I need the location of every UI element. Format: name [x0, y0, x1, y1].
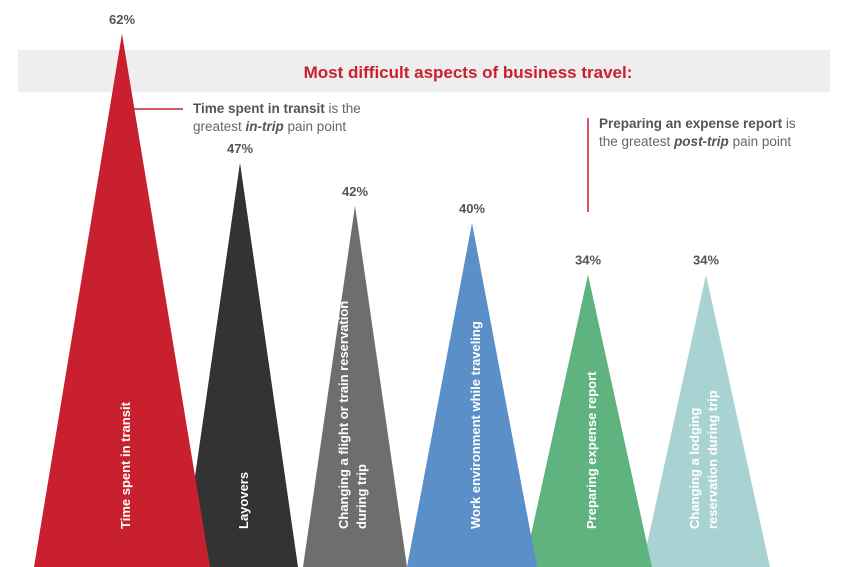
peak-1 — [182, 162, 298, 567]
category-label-5: Changing a lodging reservation during tri… — [687, 390, 720, 529]
value-label-0: 62% — [109, 12, 135, 27]
value-label-3: 40% — [459, 201, 485, 216]
category-label-3-line-0: Work environment while traveling — [468, 321, 483, 529]
category-label-5-line-0: Changing a lodging — [687, 408, 702, 529]
chart-title: Most difficult aspects of business trave… — [304, 63, 633, 82]
category-label-1-line-0: Layovers — [236, 472, 251, 529]
category-label-5-line-1: reservation during trip — [705, 390, 720, 529]
category-label-0-line-0: Time spent in transit — [118, 401, 133, 529]
value-label-2: 42% — [342, 184, 368, 199]
callout-text-0: Time spent in transit is the greatest in-… — [193, 101, 361, 134]
peak-3 — [407, 223, 537, 567]
category-label-4-line-0: Preparing expense report — [584, 371, 599, 529]
peak-0 — [34, 33, 210, 567]
peak-5 — [642, 274, 770, 567]
peak-4 — [524, 274, 652, 567]
callout-text-1: Preparing an expense report is the greate… — [599, 116, 796, 149]
value-label-5: 34% — [693, 253, 719, 268]
title-band — [18, 50, 830, 92]
category-label-4: Preparing expense report — [584, 371, 599, 529]
category-label-0: Time spent in transit — [118, 401, 133, 529]
category-label-2-line-0: Changing a flight or train reservation — [336, 301, 351, 529]
value-label-1: 47% — [227, 141, 253, 156]
value-label-4: 34% — [575, 253, 601, 268]
category-label-3: Work environment while traveling — [468, 321, 483, 529]
peak-2 — [303, 205, 407, 567]
category-label-2-line-1: during trip — [354, 464, 369, 529]
category-label-2: Changing a flight or train reservation du… — [336, 301, 369, 529]
category-label-1: Layovers — [236, 472, 251, 529]
